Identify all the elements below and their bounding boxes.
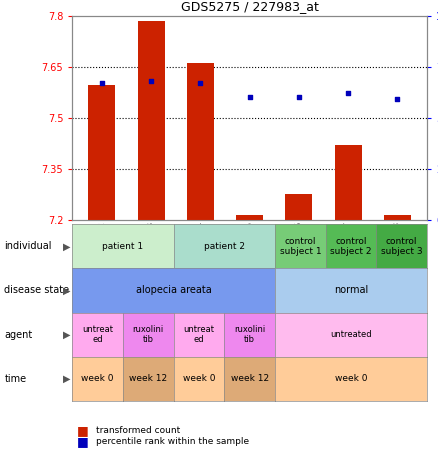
- Text: individual: individual: [4, 241, 52, 251]
- Text: time: time: [4, 374, 27, 384]
- Bar: [286, 194, 312, 220]
- Bar: [88, 85, 115, 220]
- Bar: [187, 63, 214, 220]
- Bar: [335, 145, 362, 220]
- Text: ▶: ▶: [63, 285, 70, 295]
- Point: [345, 90, 352, 97]
- Text: week 12: week 12: [230, 374, 269, 383]
- Text: untreat
ed: untreat ed: [82, 325, 113, 344]
- Point: [98, 80, 106, 87]
- Text: ▶: ▶: [63, 330, 70, 340]
- Text: disease state: disease state: [4, 285, 70, 295]
- Point: [148, 77, 155, 85]
- Bar: [384, 215, 411, 220]
- Text: ruxolini
tib: ruxolini tib: [234, 325, 265, 344]
- Bar: [236, 215, 263, 220]
- Text: patient 1: patient 1: [102, 242, 144, 251]
- Text: alopecia areata: alopecia areata: [136, 285, 212, 295]
- Text: week 0: week 0: [81, 374, 114, 383]
- Text: ▶: ▶: [63, 241, 70, 251]
- Text: percentile rank within the sample: percentile rank within the sample: [96, 437, 250, 446]
- Text: ▶: ▶: [63, 374, 70, 384]
- Text: ruxolini
tib: ruxolini tib: [133, 325, 164, 344]
- Text: normal: normal: [334, 285, 368, 295]
- Text: transformed count: transformed count: [96, 426, 180, 435]
- Text: ■: ■: [77, 424, 88, 437]
- Text: control
subject 1: control subject 1: [279, 236, 321, 256]
- Text: ■: ■: [77, 435, 88, 448]
- Point: [394, 96, 401, 103]
- Text: untreat
ed: untreat ed: [184, 325, 215, 344]
- Text: control
subject 3: control subject 3: [381, 236, 423, 256]
- Point: [197, 80, 204, 87]
- Point: [295, 94, 302, 101]
- Bar: [138, 21, 165, 220]
- Text: week 0: week 0: [183, 374, 215, 383]
- Text: untreated: untreated: [330, 330, 372, 339]
- Text: patient 2: patient 2: [204, 242, 245, 251]
- Text: control
subject 2: control subject 2: [330, 236, 372, 256]
- Point: [246, 94, 253, 101]
- Text: agent: agent: [4, 330, 32, 340]
- Text: week 12: week 12: [129, 374, 167, 383]
- Title: GDS5275 / 227983_at: GDS5275 / 227983_at: [181, 0, 318, 13]
- Text: week 0: week 0: [335, 374, 367, 383]
